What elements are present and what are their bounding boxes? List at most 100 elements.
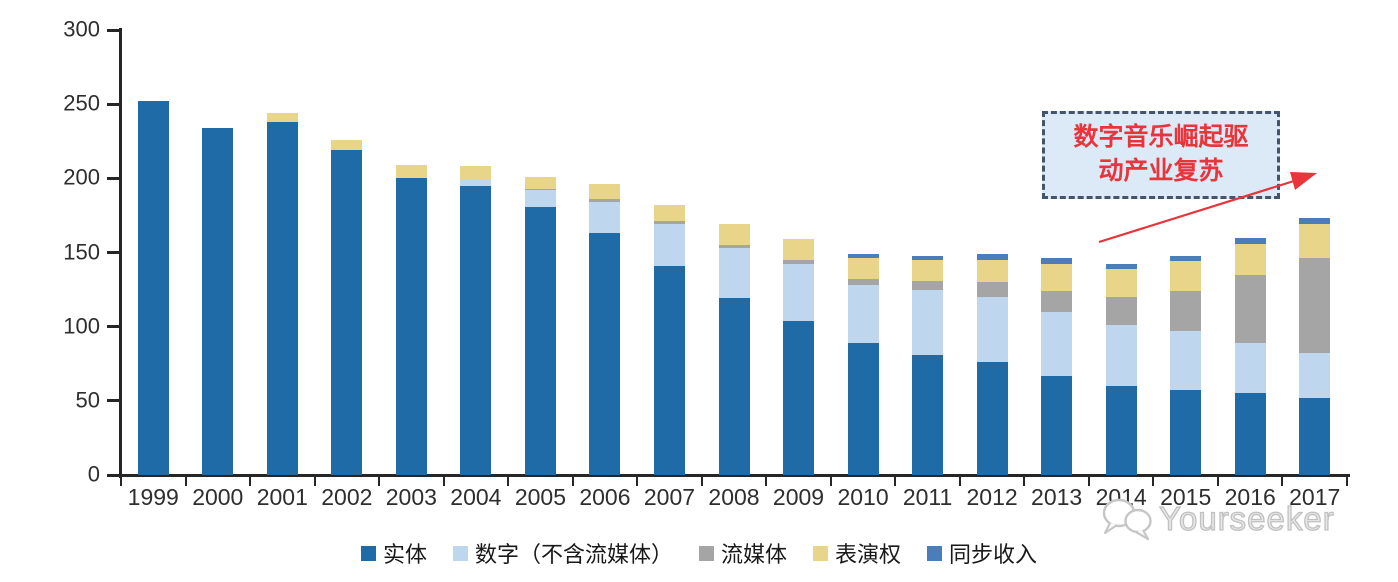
x-axis-line xyxy=(119,474,1350,477)
annotation-text-line1: 数字音乐崛起驱 xyxy=(1073,123,1249,151)
x-axis-label: 2013 xyxy=(1031,484,1083,510)
bar-segment-performance-rights xyxy=(1105,268,1137,298)
x-axis-label: 2004 xyxy=(450,484,502,510)
bar-segment-digital-ex-streaming xyxy=(912,289,944,355)
bar-segment-performance-rights xyxy=(783,239,815,260)
bar-2007 xyxy=(653,205,685,475)
y-axis-tick-label: 250 xyxy=(63,90,100,116)
x-axis-tick xyxy=(894,476,897,486)
bar-segment-physical xyxy=(1234,393,1266,475)
bar-segment-sync-revenue xyxy=(912,255,944,260)
bar-segment-performance-rights xyxy=(1234,243,1266,275)
bar-2017 xyxy=(1299,218,1331,475)
x-axis-label: 2006 xyxy=(579,484,631,510)
x-axis-tick xyxy=(442,476,445,486)
bar-segment-digital-ex-streaming xyxy=(395,176,427,179)
x-axis-tick xyxy=(571,476,574,486)
x-axis-label: 2001 xyxy=(256,484,308,510)
y-axis-tick xyxy=(107,399,119,403)
bar-segment-streaming xyxy=(1041,291,1073,312)
bar-segment-streaming xyxy=(847,279,879,286)
bar-segment-physical xyxy=(331,150,363,475)
legend-item-performance-rights: 表演权 xyxy=(813,537,901,569)
x-axis-label: 2000 xyxy=(192,484,244,510)
bar-2012 xyxy=(976,254,1008,475)
bar-segment-sync-revenue xyxy=(1105,264,1137,269)
bar-segment-performance-rights xyxy=(266,113,298,122)
bar-segment-performance-rights xyxy=(976,259,1008,283)
bar-segment-digital-ex-streaming xyxy=(589,202,621,234)
bar-2005 xyxy=(524,176,556,475)
bar-segment-physical xyxy=(137,101,169,475)
y-axis-tick-label: 0 xyxy=(87,461,100,487)
legend: 实体 数字（不含流媒体） 流媒体 表演权 同步收入 xyxy=(0,537,1398,569)
legend-swatch-sync-revenue xyxy=(927,545,943,561)
bar-2011 xyxy=(912,255,944,475)
bar-segment-performance-rights xyxy=(1170,261,1202,292)
bar-segment-streaming xyxy=(783,259,815,265)
bar-segment-physical xyxy=(524,206,556,475)
x-axis-label: 2015 xyxy=(1160,484,1212,510)
bar-segment-digital-ex-streaming xyxy=(1170,331,1202,391)
bar-segment-physical xyxy=(653,265,685,475)
x-axis-tick xyxy=(313,476,316,486)
bar-segment-performance-rights xyxy=(331,139,363,151)
x-axis-label: 2016 xyxy=(1224,484,1276,510)
bar-2002 xyxy=(331,139,363,475)
legend-label-performance-rights: 表演权 xyxy=(835,542,902,567)
x-axis-label: 2003 xyxy=(385,484,437,510)
y-axis-tick xyxy=(107,102,119,106)
legend-label-sync-revenue: 同步收入 xyxy=(949,542,1038,567)
bar-segment-sync-revenue xyxy=(1299,218,1331,225)
bar-segment-performance-rights xyxy=(395,165,427,177)
bar-segment-physical xyxy=(589,233,621,475)
legend-item-physical: 实体 xyxy=(360,537,427,569)
bar-segment-physical xyxy=(395,178,427,475)
x-axis-tick xyxy=(636,476,639,486)
annotation-text-line2: 动产业复苏 xyxy=(1098,158,1224,185)
bar-segment-performance-rights xyxy=(524,176,556,189)
bar-segment-digital-ex-streaming xyxy=(1299,353,1331,398)
legend-item-sync-revenue: 同步收入 xyxy=(927,537,1037,569)
x-axis-tick xyxy=(184,476,187,486)
bar-segment-performance-rights xyxy=(589,184,621,200)
bar-2008 xyxy=(718,224,750,475)
bar-segment-streaming xyxy=(1299,258,1331,354)
bar-segment-performance-rights xyxy=(460,166,492,180)
x-axis-tick xyxy=(958,476,961,486)
bar-segment-streaming xyxy=(1170,291,1202,332)
x-axis-label: 2012 xyxy=(966,484,1018,510)
x-axis-tick xyxy=(1216,476,1219,486)
bar-segment-physical xyxy=(266,121,298,475)
bar-segment-streaming xyxy=(718,245,750,249)
bar-segment-digital-ex-streaming xyxy=(1234,343,1266,394)
bar-segment-performance-rights xyxy=(912,259,944,281)
bar-segment-physical xyxy=(976,362,1008,475)
bar-segment-streaming xyxy=(1234,274,1266,343)
bar-segment-streaming xyxy=(653,221,685,225)
bar-2016 xyxy=(1234,237,1266,475)
bar-segment-physical xyxy=(783,320,815,475)
x-axis-tick xyxy=(378,476,381,486)
x-axis-tick xyxy=(249,476,252,486)
x-axis-label: 2009 xyxy=(772,484,825,510)
bar-segment-sync-revenue xyxy=(976,254,1008,260)
bar-segment-physical xyxy=(1105,386,1137,475)
bar-segment-digital-ex-streaming xyxy=(847,285,879,343)
legend-swatch-streaming xyxy=(698,545,714,561)
bar-segment-physical xyxy=(718,298,750,475)
legend-swatch-physical xyxy=(360,545,376,561)
x-axis-tick xyxy=(507,476,510,486)
y-axis-tick-label: 200 xyxy=(63,164,100,190)
watermark-text: Yourseeker xyxy=(1158,499,1335,537)
x-axis-tick xyxy=(1152,476,1155,486)
bar-2001 xyxy=(266,113,298,475)
bar-segment-physical xyxy=(202,127,234,475)
x-axis-label: 2008 xyxy=(708,484,760,510)
bar-segment-performance-rights xyxy=(1299,224,1331,259)
bar-2014 xyxy=(1105,264,1137,475)
bar-segment-digital-ex-streaming xyxy=(1105,325,1137,386)
bar-segment-streaming xyxy=(589,199,621,203)
bar-2006 xyxy=(589,184,621,475)
